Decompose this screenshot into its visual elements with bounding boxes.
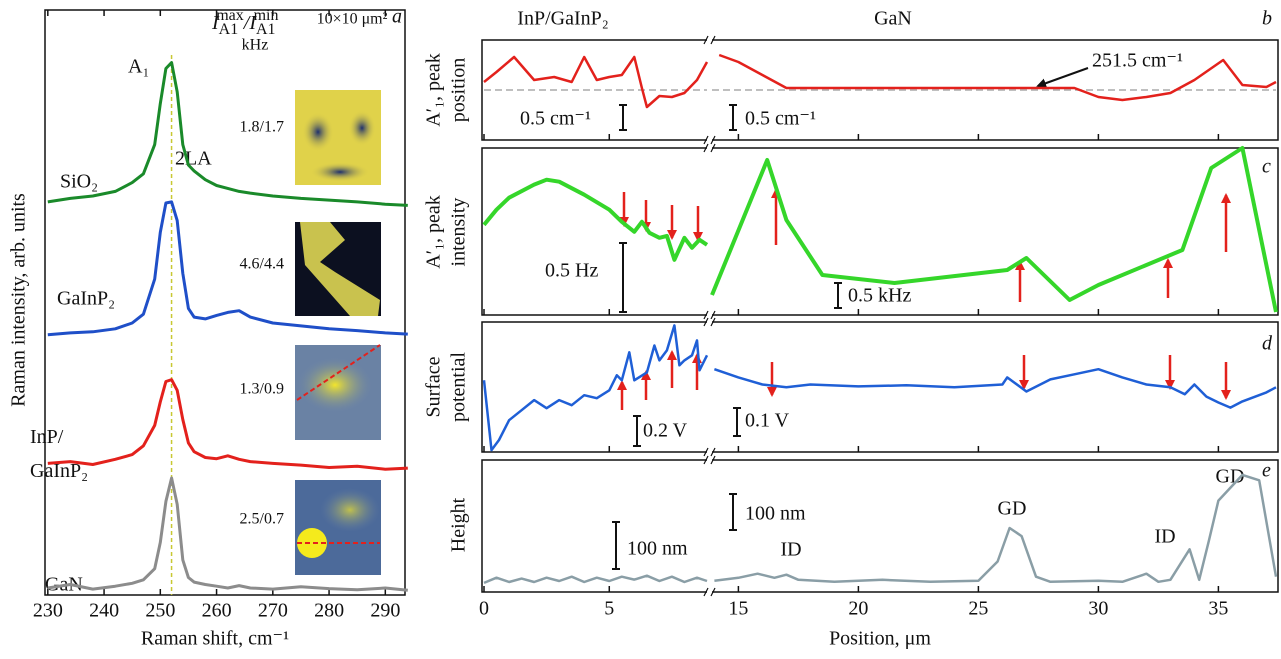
ratio-value: 1.3/0.9 [240,381,284,398]
scale-bar [729,105,737,130]
y-axis-label: A′₁, peak [423,53,445,127]
image-size: 10×10 μm² [317,11,388,28]
x-tick-label: 290 [370,600,400,622]
inset-2 [295,222,381,316]
inset-spot [302,112,334,152]
x-tick-label: 30 [1088,598,1108,620]
panel-letter: e [1262,460,1271,482]
chart: a Raman shift, cm⁻¹ Raman intensity, arb… [0,0,1281,659]
panel-letter: a [392,6,402,28]
feature-label: ID [780,539,801,561]
scale-label: 0.5 kHz [848,285,911,307]
y-axis-label: position [448,58,470,122]
x-tick-label: 15 [728,598,748,620]
ratio-part: min [254,7,279,24]
series-line [714,475,1276,582]
series-line [714,369,1276,407]
series-line [484,57,707,107]
y-axis-label: Raman intensity, arb. units [8,193,30,407]
x-axis-label: Position, μm [829,628,931,650]
y-axis-label: potential [448,352,470,422]
scale-label: 0.1 V [745,410,790,432]
scale-bar [612,522,620,569]
series-label: SiO₂ [60,171,98,193]
y-axis-label: Height [448,497,470,552]
ratio-value: 4.6/4.4 [240,256,284,273]
ratio-header: IA1max/IA1min [211,7,278,38]
feature-label: ID [1154,526,1175,548]
scale-label: 0.2 V [643,420,688,442]
axis-break [707,319,712,455]
annotation-arrow [1038,68,1088,86]
feature-label: GD [998,498,1027,520]
scale-label: 0.5 cm⁻¹ [520,108,591,130]
y-axis-label: A′₁, peak [423,195,445,269]
x-tick-label: 280 [314,600,344,622]
ratio-part: max [216,7,244,24]
y-axis-label: intensity [448,198,470,267]
axis-break [707,37,712,143]
x-tick-label: 35 [1208,598,1228,620]
x-tick-label: 240 [89,600,119,622]
scale-label: 100 nm [745,503,806,525]
series-label: InP/ GaInP₂ [30,420,110,488]
annotation: 251.5 cm⁻¹ [1092,50,1183,72]
inset-spot [310,162,370,182]
panel-letter: c [1262,156,1271,178]
ratio-value: 2.5/0.7 [240,511,284,528]
inset-1 [295,90,381,185]
x-tick-label: 230 [33,600,63,622]
series-line [484,576,707,583]
scale-bar [729,494,737,530]
panel-letter: b [1262,8,1272,30]
scale-bar [733,408,741,436]
scale-bar [633,416,641,446]
inset-blob [297,357,373,413]
peak-label: A₁ [128,56,149,78]
ratio-value: 1.8/1.7 [240,119,284,136]
scale-bar [619,105,627,130]
scale-bar [834,283,842,308]
inset-blob [320,488,380,532]
ratio-unit: kHz [242,37,269,54]
x-tick-label: 25 [968,598,988,620]
x-tick-label: 260 [202,600,232,622]
x-tick-label: 0 [479,598,489,620]
peak-label: 2LA [175,148,212,170]
axis-break [707,457,712,595]
segment-title: GaN [874,8,912,30]
x-tick-label: 20 [848,598,868,620]
series-line [484,180,707,260]
segment-title: InP/GaInP₂ [517,8,608,30]
series-label: GaInP₂ [57,288,115,310]
scale-label: 0.5 cm⁻¹ [745,108,816,130]
x-axis-label: Raman shift, cm⁻¹ [141,628,289,650]
figure: a Raman shift, cm⁻¹ Raman intensity, arb… [0,0,1281,659]
x-tick-label: 250 [145,600,175,622]
scale-bar [619,243,627,312]
panel-letter: d [1262,333,1273,355]
series-line [712,148,1276,312]
inset-3 [295,345,381,440]
scale-label: 0.5 Hz [545,260,598,282]
inset-4 [295,480,381,575]
x-tick-label: 5 [604,598,614,620]
scale-label: 100 nm [627,538,688,560]
y-axis-label: Surface [423,356,445,417]
series-line [719,55,1276,100]
inset-spot [348,110,376,146]
x-tick-label: 270 [258,600,288,622]
